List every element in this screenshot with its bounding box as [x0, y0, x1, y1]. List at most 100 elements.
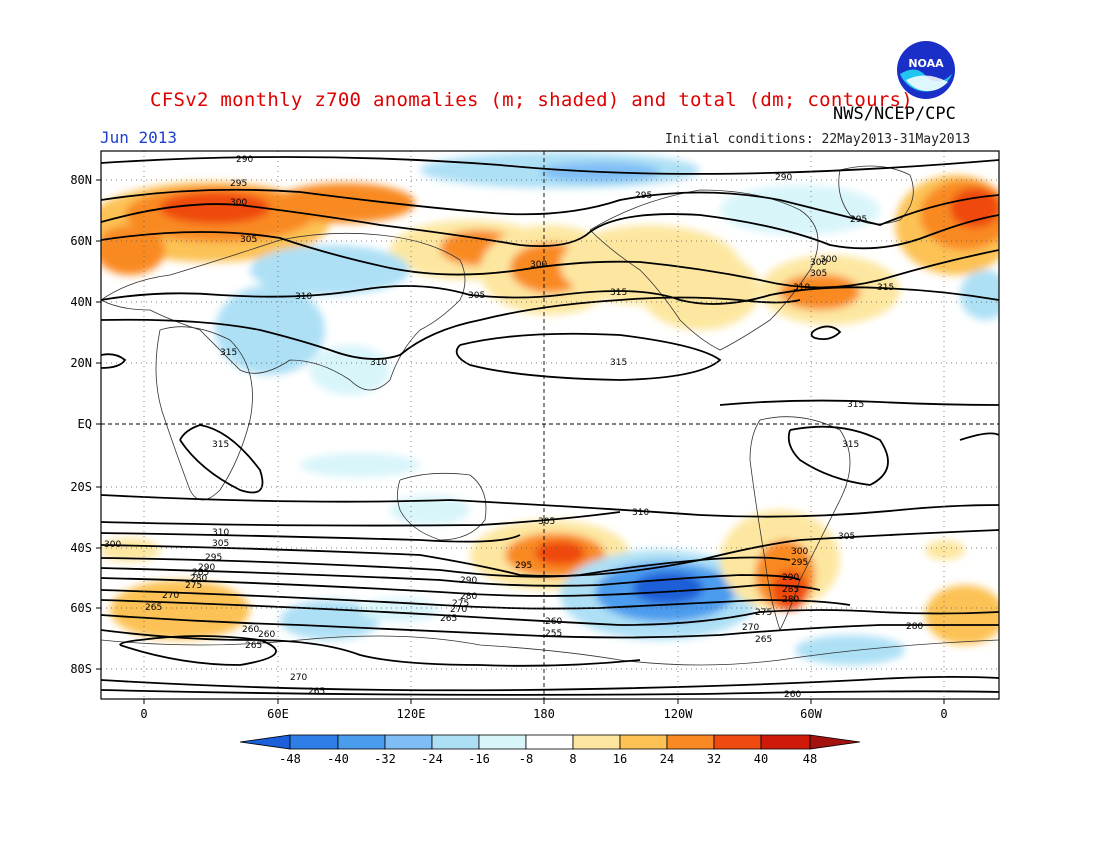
- lon-label: 120W: [663, 707, 693, 721]
- lat-label: 40S: [70, 541, 92, 555]
- contour-label: 305: [810, 269, 827, 279]
- lon-label: 120E: [396, 707, 426, 721]
- anomaly-negative: [795, 635, 905, 665]
- contour-line: [101, 675, 999, 692]
- colorbar-label: -8: [518, 752, 534, 766]
- contour-labels: 290 295 300 305 310 315 295 300 305 315 …: [104, 155, 923, 700]
- contour-label: 295: [205, 553, 222, 563]
- anomaly-positive: [925, 540, 965, 560]
- contour-label: 305: [468, 291, 485, 301]
- contour-label: 300: [820, 255, 837, 265]
- colorbar-label: 40: [753, 752, 769, 766]
- contour-line: [101, 511, 621, 527]
- anomaly-shading: 290 295 300 305 310 315 295 300 305 315 …: [101, 151, 999, 700]
- colorbar-label: 16: [612, 752, 628, 766]
- contour-label: 295: [515, 561, 532, 571]
- contour-line: [101, 529, 999, 577]
- contour-label: 270: [450, 605, 467, 615]
- anomaly-negative: [250, 245, 410, 295]
- contour-label: 310: [793, 283, 810, 293]
- contour-label: 285: [782, 585, 799, 595]
- contour-lines: [101, 156, 999, 696]
- contour-label: 315: [847, 400, 864, 410]
- contour-label: 295: [230, 179, 247, 189]
- anomaly-positive: [640, 250, 760, 330]
- contour-label: 280: [460, 592, 477, 602]
- lon-label: 0: [140, 707, 148, 721]
- lat-label: 20N: [70, 356, 92, 370]
- contour-label: 290: [782, 573, 799, 583]
- coastline-antarctica: [101, 635, 999, 666]
- contour-label: 270: [290, 673, 307, 683]
- contour-label: 305: [212, 539, 229, 549]
- contour-label: 315: [220, 348, 237, 358]
- contour-label: 270: [162, 591, 179, 601]
- contour-label: 315: [877, 283, 894, 293]
- colorbar-label: 48: [802, 752, 818, 766]
- anomaly-negative: [310, 345, 390, 395]
- contour-label: 295: [635, 191, 652, 201]
- lat-label: 80S: [70, 662, 92, 676]
- colorbar-swatch: [619, 734, 668, 750]
- contour-label: 280: [190, 574, 207, 584]
- contour-label: 305: [838, 532, 855, 542]
- contour-line: [101, 614, 999, 639]
- contour-line: [959, 432, 999, 441]
- contour-label: 300: [104, 540, 121, 550]
- anomaly-positive: [101, 225, 165, 275]
- contour-line: [787, 425, 889, 486]
- lat-label: EQ: [77, 417, 92, 431]
- contour-line: [101, 231, 999, 289]
- coastline-africa: [155, 326, 253, 501]
- anomaly-negative: [960, 270, 999, 320]
- anomaly-positive: [950, 188, 999, 228]
- contour-label: 265: [755, 635, 772, 645]
- anomaly-positive: [535, 541, 585, 565]
- contour-label: 290: [236, 155, 253, 165]
- colorbar-label: 24: [659, 752, 675, 766]
- organization-label: NWS/NCEP/CPC: [833, 104, 956, 124]
- lat-label: 40N: [70, 295, 92, 309]
- contour-label: 305: [538, 517, 555, 527]
- contour-label: 295: [850, 215, 867, 225]
- colorbar-label: -48: [279, 752, 301, 766]
- contour-line: [810, 325, 842, 341]
- colorbar-swatch: [337, 734, 386, 750]
- axis-ticks: [96, 179, 945, 704]
- contour-label: 290: [460, 576, 477, 586]
- colorbar-label: -24: [421, 752, 443, 766]
- contour-label: 315: [610, 288, 627, 298]
- anomaly-positive: [160, 192, 270, 224]
- contour-label: 290: [775, 173, 792, 183]
- contour-label: 260: [242, 625, 259, 635]
- coastline-australia: [397, 472, 487, 541]
- colorbar-swatch: [384, 734, 433, 750]
- colorbar-swatch: [478, 734, 527, 750]
- map-frame: [100, 150, 1000, 700]
- lat-label: 80N: [70, 173, 92, 187]
- contour-label: 260: [258, 630, 275, 640]
- logo-text: NOAA: [908, 57, 944, 70]
- contour-line: [101, 577, 821, 597]
- contour-label: 270: [742, 623, 759, 633]
- anomaly-positive: [101, 538, 160, 562]
- colorbar-swatch: [525, 734, 574, 750]
- contour-label: 255: [545, 629, 562, 639]
- lon-label: 180: [533, 707, 555, 721]
- contour-line: [101, 203, 999, 250]
- colorbar-swatch: [431, 734, 480, 750]
- contour-line: [101, 599, 999, 626]
- colorbar-label: -16: [468, 752, 490, 766]
- contour-line: [101, 532, 521, 543]
- initial-conditions-label: Initial conditions: 22May2013-31May2013: [665, 132, 971, 147]
- contour-label: 280: [906, 622, 923, 632]
- contour-label: 305: [240, 235, 257, 245]
- contour-line: [101, 188, 999, 226]
- coastline-north-america: [589, 189, 819, 351]
- anomaly-positive: [925, 585, 999, 645]
- equator-dateline: [101, 151, 999, 699]
- contour-label: 260: [784, 690, 801, 700]
- contour-label: 315: [610, 358, 627, 368]
- lat-label: 60S: [70, 601, 92, 615]
